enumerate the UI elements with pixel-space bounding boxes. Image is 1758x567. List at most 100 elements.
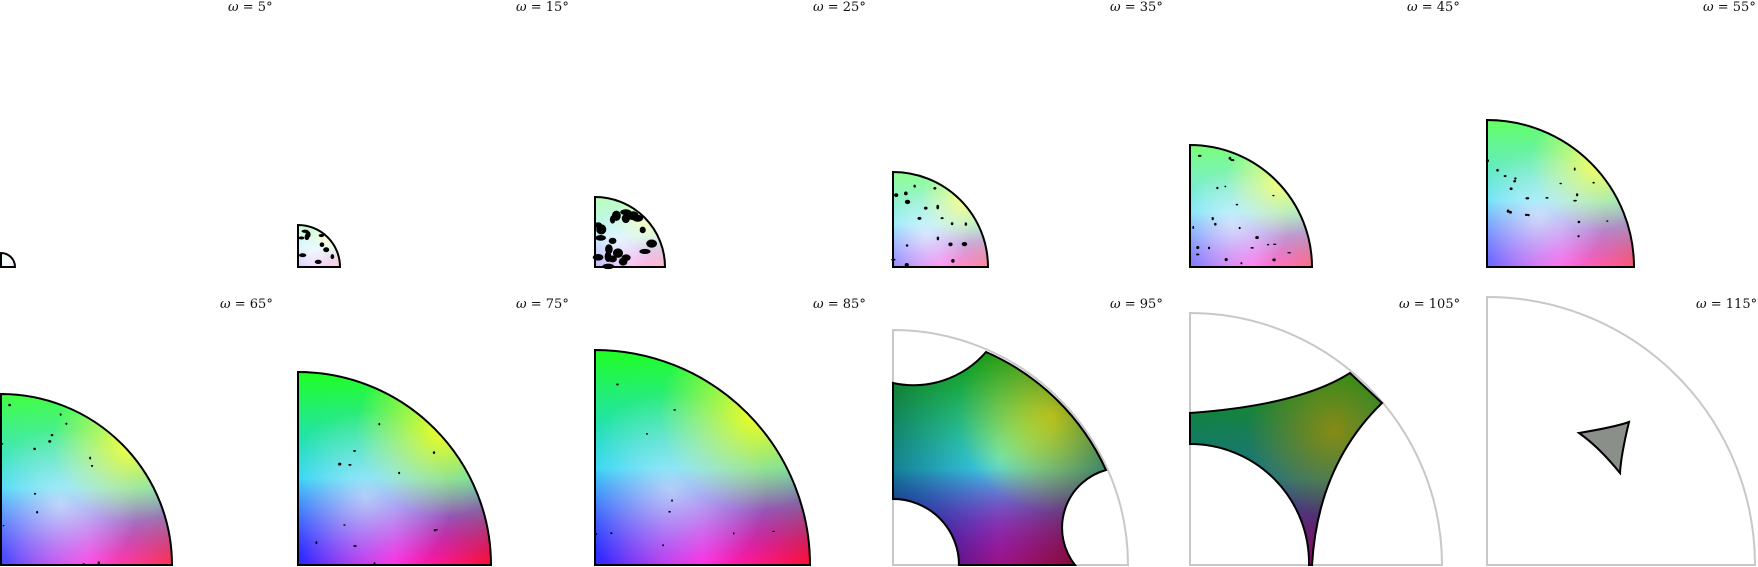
sector-omega-55-grain: [1509, 187, 1513, 191]
sector-omega-45-grain: [1266, 243, 1270, 246]
sector-omega-25-grain: [632, 214, 644, 222]
region-omega-95-shade: [893, 352, 1106, 565]
sector-omega-45-grain: [1216, 186, 1219, 190]
panel-label: ω = 85°: [813, 297, 866, 312]
sector-omega-65-grain: [36, 510, 39, 514]
sector-omega-75-grain: [432, 451, 436, 455]
sector-omega-75-grain: [378, 422, 381, 426]
sector-omega-35-grain: [961, 242, 968, 247]
sector-omega-85-grain: [662, 544, 665, 547]
sector-omega-65-grain: [97, 561, 101, 565]
sector-omega-75-grain: [353, 449, 357, 452]
sector-omega-55-grain: [1496, 168, 1499, 172]
sector-omega-35-grain: [891, 258, 896, 261]
sector-omega-75-fill-center: [298, 372, 491, 565]
sector-omega-35-outline: [892, 170, 990, 268]
sector-omega-75-grain: [338, 462, 342, 466]
panel-label: ω = 35°: [1110, 0, 1163, 15]
panel-label: ω = 95°: [1110, 297, 1163, 312]
sector-omega-85-fill-center: [595, 350, 810, 565]
sector-omega-35-grain: [917, 216, 922, 220]
sector-omega-35-grain: [950, 222, 954, 226]
sector-omega-45-grain: [1197, 154, 1202, 157]
panel-label: ω = 5°: [228, 0, 273, 15]
sector-omega-55-grain: [1527, 213, 1530, 217]
sector-omega-35-grain: [951, 259, 955, 263]
sector-omega-65-grain: [48, 440, 52, 443]
sector-omega-25-grain: [646, 239, 658, 248]
sector-omega-35-grain: [940, 217, 944, 220]
sector-omega-55-grain: [1525, 197, 1530, 200]
ghost-sector-omega-105: [1189, 311, 1444, 566]
panel-label: ω = 45°: [1407, 0, 1460, 15]
panel-label: ω = 105°: [1399, 297, 1461, 312]
sector-omega-55-grain: [1573, 199, 1577, 202]
sector-omega-15-grain: [323, 247, 330, 253]
sector-omega-55-grain: [1592, 181, 1595, 184]
sector-omega-45-grain: [1211, 217, 1214, 221]
sector-omega-35-grain: [904, 263, 909, 267]
sector-omega-65-grain: [89, 456, 92, 460]
sector-omega-65-grain: [82, 563, 86, 566]
sector-omega-15-grain: [298, 236, 305, 240]
panel-label: ω = 25°: [813, 0, 866, 15]
panel-label: ω = 65°: [220, 297, 273, 312]
sector-omega-45-grain: [1272, 258, 1276, 262]
sector-omega-45-fade: [1190, 145, 1312, 267]
sector-omega-35-grain: [904, 191, 908, 196]
sector-omega-55-grain: [1606, 220, 1609, 222]
sector-omega-85-grain: [645, 433, 648, 435]
sector-omega-85-outline: [594, 348, 812, 566]
sector-omega-85-grain: [673, 409, 677, 411]
region-omega-115: [1576, 420, 1631, 476]
sector-omega-35-grain: [948, 242, 953, 247]
sector-omega-25-grain: [639, 226, 646, 234]
sector-omega-55-grain: [1506, 209, 1510, 213]
sector-omega-45-grain: [1195, 253, 1200, 256]
sector-omega-85-grain: [610, 532, 613, 535]
sector-omega-45-grain: [1207, 246, 1211, 250]
sector-omega-75-outline: [297, 370, 493, 566]
sector-omega-55-outline: [1486, 118, 1636, 268]
sector-omega-55-grain: [1513, 179, 1517, 183]
sector-omega-25-outline: [594, 195, 667, 268]
sector-omega-45-grain: [1235, 203, 1239, 206]
sector-omega-35-grain: [923, 206, 928, 210]
sector-omega-75-grain: [398, 471, 401, 475]
sector-omega-85-grain: [671, 499, 673, 502]
sector-omega-85-grain: [616, 383, 619, 386]
sector-omega-15-grain: [318, 233, 325, 238]
sector-omega-35-grain: [933, 186, 937, 190]
sector-omega-25-grain: [592, 254, 604, 261]
sector-omega-15-grain: [330, 254, 335, 260]
sector-omega-65-grain: [59, 413, 62, 416]
sector-omega-75-grain: [373, 562, 376, 565]
sector-omega-25-grain: [608, 237, 617, 244]
sector-omega-55-grain: [1509, 210, 1512, 214]
sector-omega-25-grain: [612, 248, 624, 258]
sector-omega-65-grain: [2, 524, 5, 527]
sector-omega-45-grain: [1196, 245, 1200, 250]
sector-omega-55-grain: [1577, 235, 1580, 238]
sector-omega-55-grain: [1575, 193, 1579, 197]
sector-omega-35-grain: [894, 193, 899, 197]
sector-omega-55-grain: [1514, 177, 1517, 180]
sector-omega-65-grain: [90, 464, 94, 467]
sector-omega-25-grain: [595, 222, 602, 229]
hole-omega-95: [892, 498, 960, 566]
sector-omega-25-grain: [620, 209, 632, 216]
sector-omega-75-grain: [434, 529, 438, 531]
sector-omega-45-grain: [1192, 226, 1195, 229]
sector-omega-65-grain: [0, 443, 4, 445]
sector-omega-65-grain: [50, 434, 54, 437]
sector-omega-55-grain: [1503, 175, 1507, 178]
sector-omega-75-grain: [343, 524, 346, 526]
sector-omega-15-grain: [314, 259, 322, 265]
sector-omega-65-fade: [1, 394, 172, 565]
sector-omega-35-grain: [936, 204, 940, 210]
panel-label: ω = 55°: [1703, 0, 1756, 15]
sector-omega-45-grain: [1228, 156, 1232, 160]
sector-omega-5-fade: [1, 253, 15, 267]
sector-omega-45-grain: [1273, 243, 1277, 246]
